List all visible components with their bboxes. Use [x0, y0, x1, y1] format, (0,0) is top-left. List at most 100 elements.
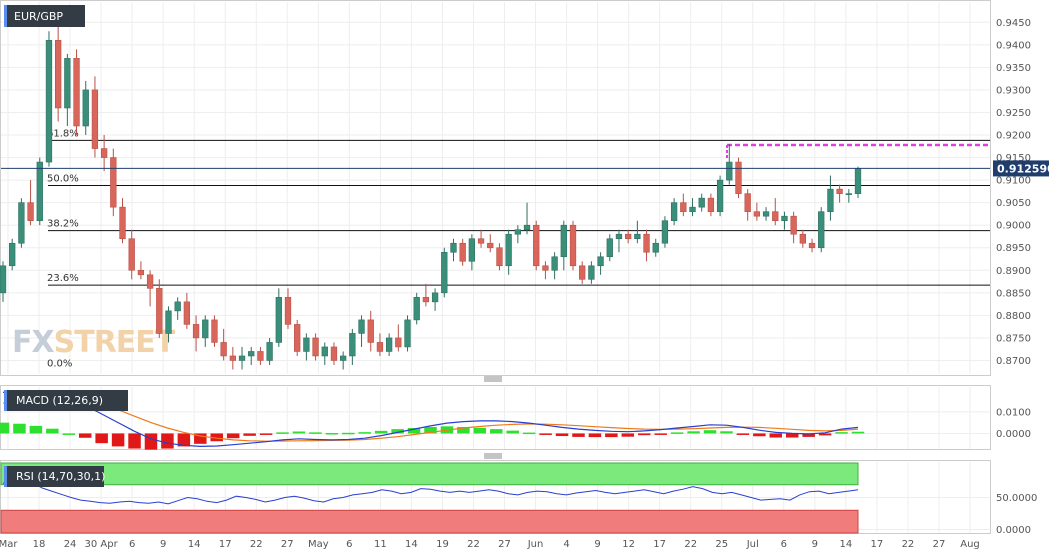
candle-body [174, 301, 181, 312]
x-tick-label: 24 [64, 539, 77, 550]
candle-body [137, 269, 145, 276]
candle-body [0, 265, 7, 294]
y-tick-label: 0.8950 [996, 243, 1031, 254]
fib-level-label: 38.2% [47, 219, 79, 230]
candle-body [395, 337, 402, 348]
macd-histogram-bar [572, 433, 585, 437]
candle-body [523, 224, 531, 231]
macd-histogram-bar [506, 430, 519, 434]
candle-body [385, 337, 393, 352]
macd-histogram-bar [259, 433, 273, 435]
macd-histogram-bar [177, 433, 191, 447]
candle-body [854, 168, 862, 194]
candle-body [781, 215, 788, 221]
candle-body [689, 206, 696, 212]
candle-body [238, 355, 246, 361]
candle-body [808, 242, 816, 249]
x-tick-label: May [308, 539, 329, 550]
title-badge [4, 5, 85, 27]
macd-histogram-bar [325, 433, 339, 435]
macd-line [2, 390, 859, 448]
rsi-series [2, 477, 859, 505]
candle-body [330, 346, 338, 361]
candle-body [192, 324, 200, 339]
macd-histogram-bar [753, 433, 766, 437]
x-tick-label: 27 [933, 539, 946, 550]
candle-body [597, 256, 604, 267]
candle-body [266, 342, 273, 361]
macd-panel-title: MACD (12,26,9) [4, 390, 128, 411]
last-price-label: 0.912590 [997, 162, 1055, 175]
candle-body [312, 337, 319, 357]
x-tick-label: 4 [563, 539, 569, 550]
candle-body [27, 202, 34, 221]
x-tick-label: 12 [622, 539, 635, 550]
macd-histogram-bar [539, 433, 552, 435]
x-tick-label: 27 [281, 539, 294, 550]
y-tick-label: 0.8850 [996, 288, 1031, 299]
candle-body [735, 161, 742, 194]
candle-body [477, 238, 485, 244]
candle-body [762, 211, 770, 217]
macd-histogram-bar [78, 433, 92, 438]
candle-body [36, 161, 43, 221]
candle-body [680, 202, 687, 212]
candle-body [551, 256, 558, 271]
candle-body [183, 301, 191, 325]
x-tick-label: 9 [160, 539, 166, 550]
candle-body [468, 238, 476, 262]
x-tick-label: 14 [405, 539, 418, 550]
title-badge [4, 390, 128, 411]
candle-body [560, 224, 567, 258]
candle-body [211, 319, 218, 343]
fib-level-label: 50.0% [47, 174, 79, 185]
macd-histogram-bar [226, 433, 240, 439]
candle-body [588, 265, 595, 280]
candle-body [422, 297, 430, 303]
macd-histogram-bar [835, 432, 848, 434]
candle-body [165, 310, 172, 334]
macd-histogram-bar [785, 433, 799, 438]
candle-body [441, 251, 448, 294]
macd-histogram-bar [210, 433, 223, 442]
x-tick-label: 9 [812, 539, 818, 550]
macd-histogram-bar [0, 422, 10, 434]
macd-histogram-bar [736, 433, 750, 435]
x-tick-label: 18 [33, 539, 46, 550]
macd-histogram-bar [588, 433, 602, 438]
candle-body [670, 202, 678, 221]
svg-text:FXSTREET: FXSTREET [12, 325, 176, 360]
y-axis-labels: 0.9450 0.9400 0.9350 0.9300 0.9250 0.9200 0.91… [996, 18, 1037, 536]
candle-body [533, 224, 540, 267]
last-price-badge [993, 160, 1049, 177]
y-tick-label: 0.8750 [996, 333, 1031, 344]
x-tick-label: 17 [219, 539, 232, 550]
candle-body [505, 233, 512, 267]
macd-histogram-bar [62, 433, 76, 435]
candle-body [340, 355, 347, 361]
candle-body [55, 40, 62, 109]
x-tick-label: 22 [684, 539, 697, 550]
macd-histogram-bar [13, 423, 26, 434]
candle-body [45, 40, 53, 163]
candle-body [450, 242, 457, 253]
candle-body [744, 193, 751, 212]
macd-histogram-bar [687, 431, 700, 434]
resize-handle-icon[interactable] [484, 453, 502, 459]
candle-body [496, 247, 503, 267]
macd-histogram-bar [769, 433, 783, 438]
candle-body [707, 197, 715, 212]
candle-body [257, 351, 264, 361]
candle-body [487, 242, 494, 249]
macd-panel-frame [0, 385, 991, 450]
candle-body [569, 224, 577, 267]
y-tick-label: 0.8800 [996, 311, 1031, 322]
macd-histogram-bar [851, 431, 865, 434]
candle-body [294, 324, 301, 352]
candle-body [634, 233, 641, 240]
candle-body [82, 89, 89, 127]
macd-signal-line [2, 397, 859, 442]
resize-handle-icon[interactable] [484, 376, 502, 382]
candle-body [459, 242, 466, 262]
rsi-bands [0, 462, 859, 534]
